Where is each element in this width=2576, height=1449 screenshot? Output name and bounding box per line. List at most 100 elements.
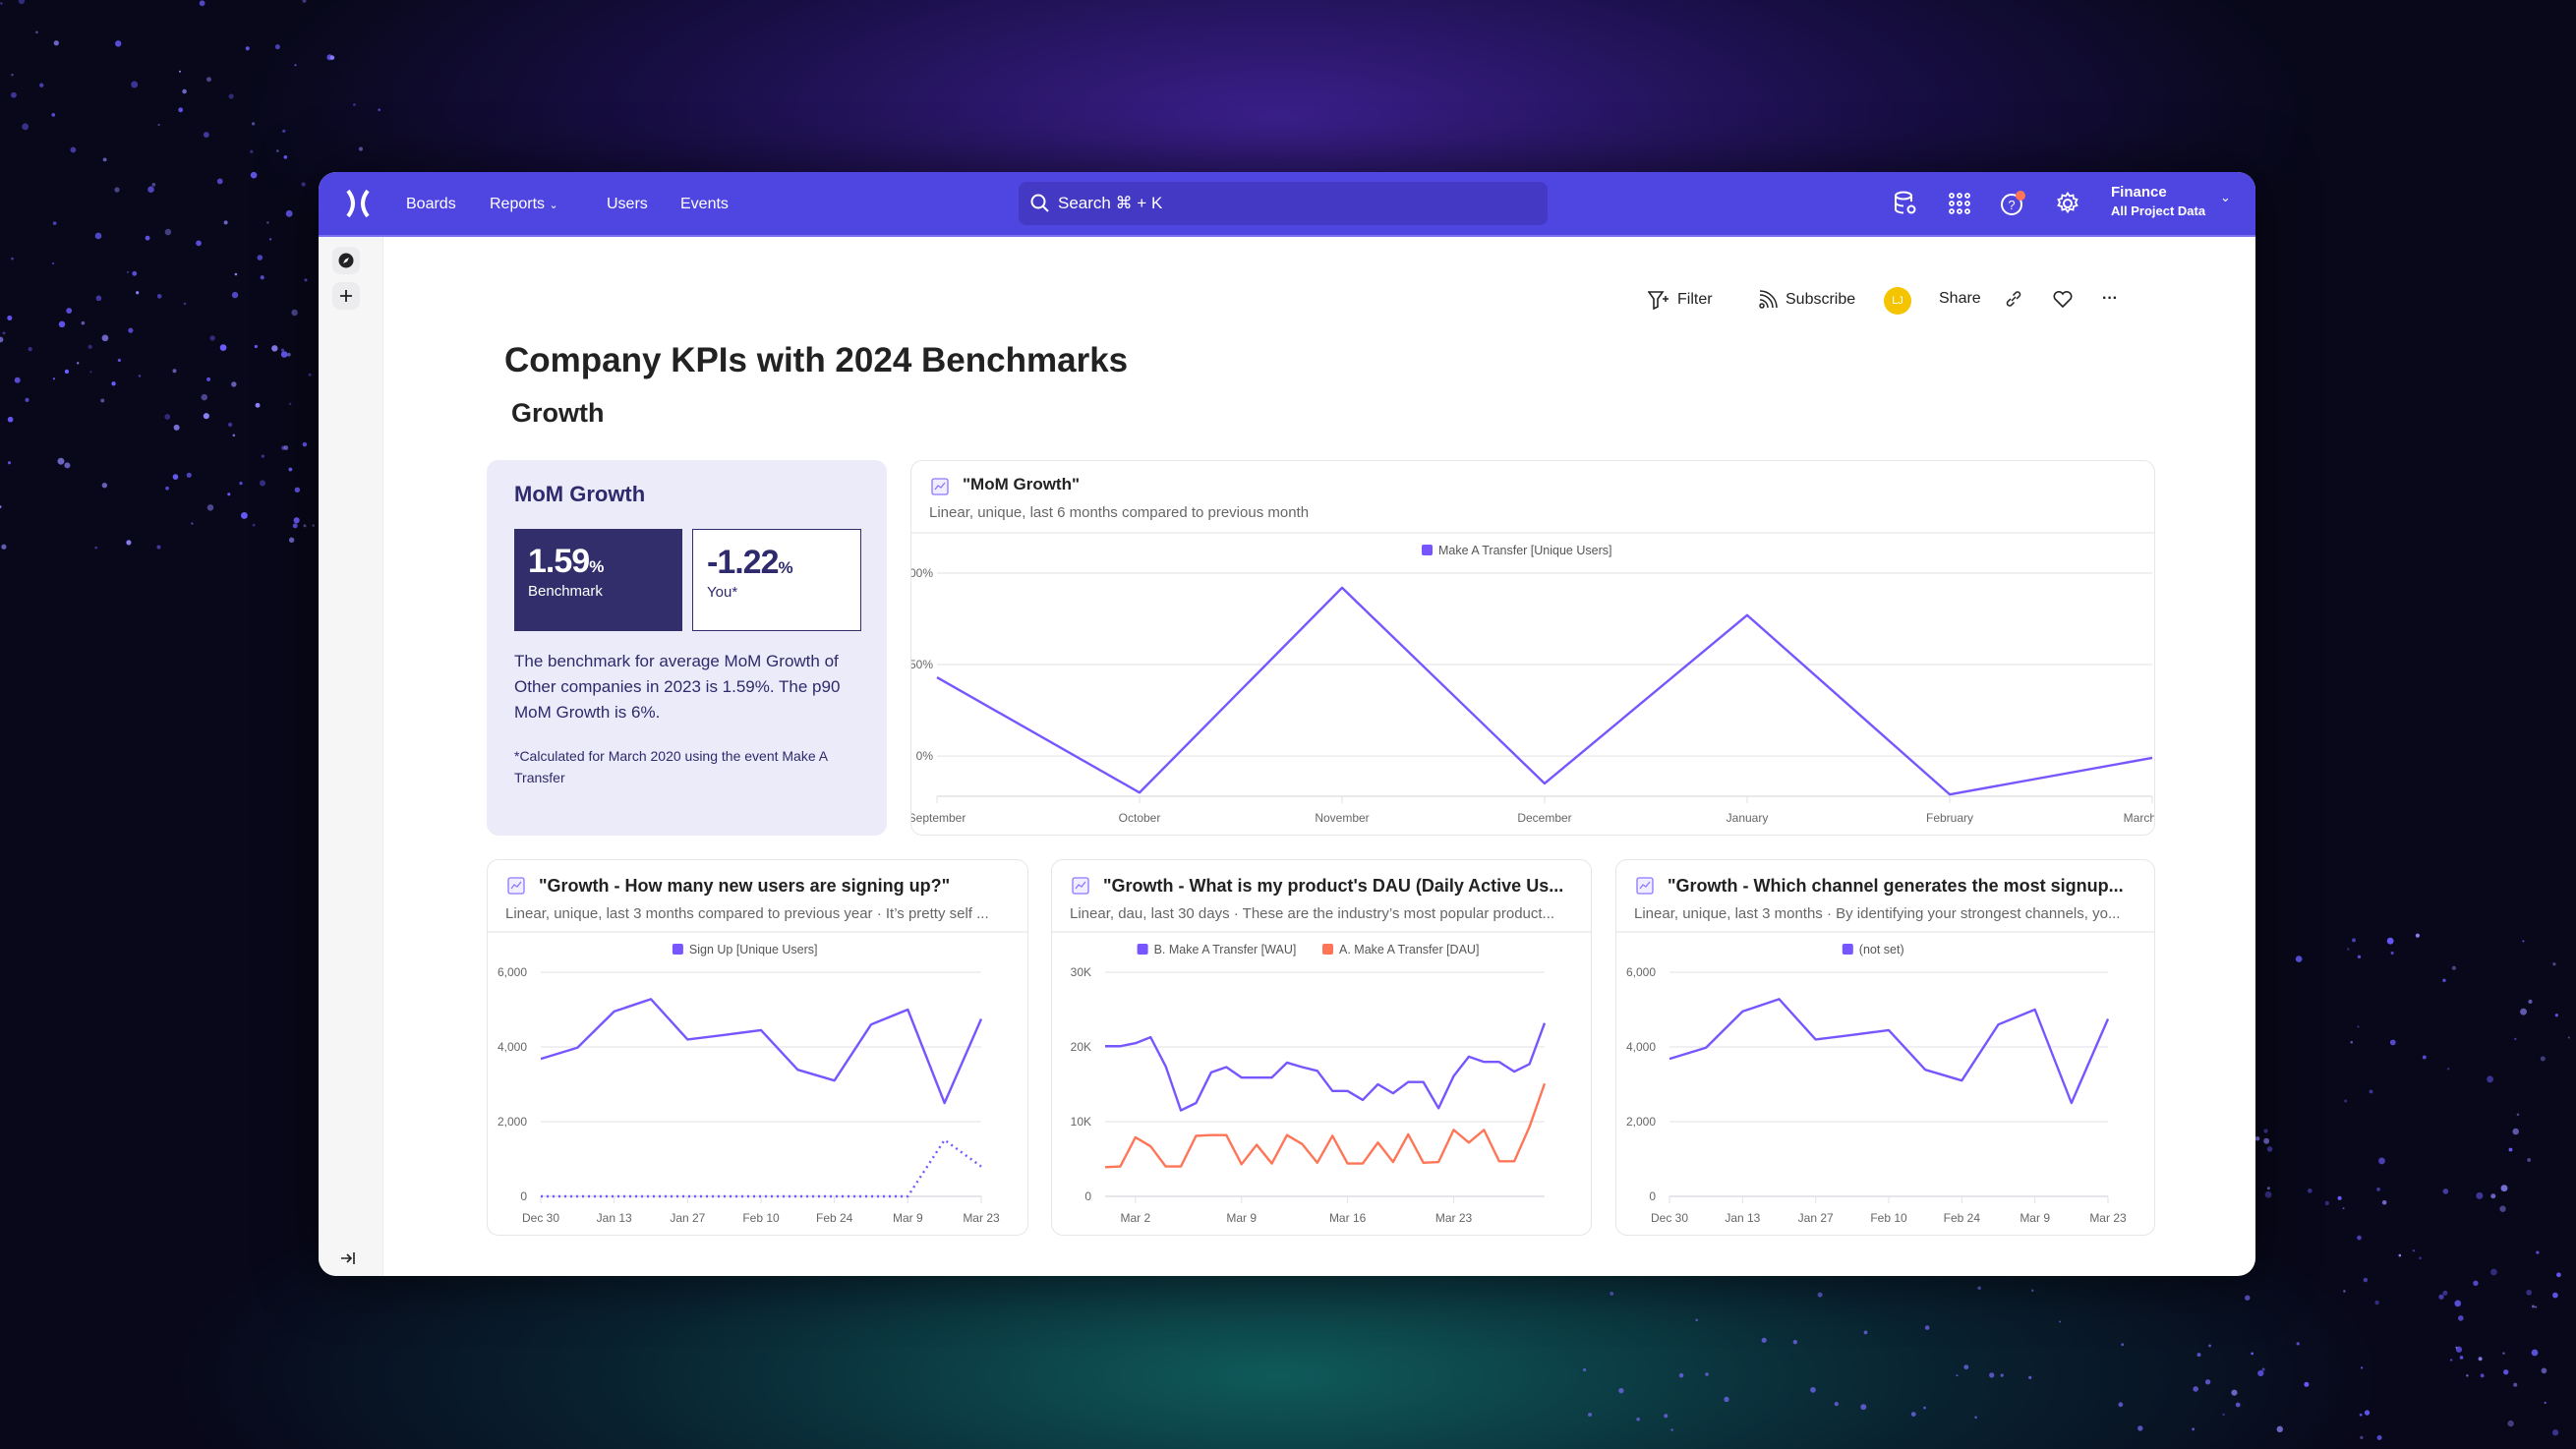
data-point[interactable] <box>1175 1161 1187 1173</box>
data-point[interactable] <box>1774 993 1786 1005</box>
data-point[interactable] <box>931 671 943 683</box>
data-point[interactable] <box>681 1190 693 1202</box>
chart-card-dau[interactable]: "Growth - What is my product's DAU (Dail… <box>1051 859 1592 1236</box>
data-point[interactable] <box>1956 1074 1967 1086</box>
data-point[interactable] <box>1493 1056 1505 1068</box>
data-point[interactable] <box>1130 1037 1142 1049</box>
data-point[interactable] <box>1387 1087 1399 1099</box>
data-point[interactable] <box>609 1190 620 1202</box>
data-point[interactable] <box>2102 1014 2114 1025</box>
data-point[interactable] <box>1539 1017 1551 1029</box>
data-point[interactable] <box>1342 1085 1354 1097</box>
data-point[interactable] <box>1524 1121 1536 1132</box>
plus-icon[interactable] <box>332 282 360 310</box>
data-point[interactable] <box>645 993 657 1005</box>
data-point[interactable] <box>535 1053 547 1065</box>
data-point[interactable] <box>1478 1124 1490 1135</box>
data-point[interactable] <box>1281 1057 1293 1069</box>
series-line[interactable] <box>1669 998 2110 1105</box>
data-point[interactable] <box>1205 1130 1217 1141</box>
data-point[interactable] <box>1160 1161 1172 1173</box>
data-point[interactable] <box>571 1042 583 1054</box>
data-point[interactable] <box>1220 1062 1232 1073</box>
project-selector[interactable]: Finance All Project Data <box>2111 184 2205 218</box>
data-point[interactable] <box>1357 1158 1369 1170</box>
series-line[interactable] <box>541 1138 982 1198</box>
data-point[interactable] <box>1508 1066 1520 1077</box>
data-point[interactable] <box>1144 1140 1156 1152</box>
data-point[interactable] <box>719 1190 731 1202</box>
data-point[interactable] <box>1539 778 1551 789</box>
data-point[interactable] <box>755 1190 767 1202</box>
data-point[interactable] <box>939 1134 951 1146</box>
data-point[interactable] <box>2146 752 2155 764</box>
data-point[interactable] <box>1175 1105 1187 1117</box>
data-point[interactable] <box>1883 1024 1895 1036</box>
data-point[interactable] <box>1160 1061 1172 1072</box>
data-point[interactable] <box>1220 1130 1232 1141</box>
data-point[interactable] <box>1144 1031 1156 1043</box>
data-point[interactable] <box>1099 1161 1111 1173</box>
data-point[interactable] <box>1190 1097 1201 1109</box>
chart-card-mom-growth[interactable]: "MoM Growth" Linear, unique, last 6 mont… <box>910 460 2155 836</box>
data-point[interactable] <box>865 1190 877 1202</box>
data-point[interactable] <box>1342 1158 1354 1170</box>
data-point[interactable] <box>1326 1130 1338 1141</box>
data-point[interactable] <box>1846 1029 1858 1041</box>
apps-grid-icon[interactable] <box>1946 190 1973 217</box>
data-point[interactable] <box>1251 1139 1262 1151</box>
data-point[interactable] <box>1402 1129 1414 1140</box>
data-point[interactable] <box>1251 1072 1262 1083</box>
data-point[interactable] <box>571 1190 583 1202</box>
data-point[interactable] <box>1205 1067 1217 1078</box>
data-point[interactable] <box>1357 1094 1369 1106</box>
data-point[interactable] <box>1810 1033 1822 1045</box>
data-point[interactable] <box>1312 1157 1323 1169</box>
settings-gear-icon[interactable] <box>2054 190 2081 217</box>
data-point[interactable] <box>2066 1097 2078 1109</box>
series-line[interactable] <box>936 586 2153 796</box>
data-point[interactable] <box>1478 1056 1490 1068</box>
data-point[interactable] <box>902 1004 913 1015</box>
chevron-down-icon[interactable]: ⌄ <box>2220 190 2231 204</box>
data-point[interactable] <box>1463 1051 1475 1063</box>
data-point[interactable] <box>681 1033 693 1045</box>
data-point[interactable] <box>1539 1077 1551 1089</box>
data-point[interactable] <box>1281 1130 1293 1141</box>
heart-icon[interactable] <box>2053 290 2073 308</box>
data-point[interactable] <box>1919 1064 1931 1075</box>
data-point[interactable] <box>1372 1136 1383 1148</box>
data-point[interactable] <box>1114 1040 1126 1052</box>
data-point[interactable] <box>1993 1018 2005 1030</box>
data-point[interactable] <box>829 1190 841 1202</box>
data-point[interactable] <box>791 1190 803 1202</box>
data-point[interactable] <box>865 1018 877 1030</box>
chart-card-signups[interactable]: "Growth - How many new users are signing… <box>487 859 1028 1236</box>
data-point[interactable] <box>1433 1102 1444 1114</box>
data-point[interactable] <box>1236 1158 1248 1170</box>
data-point[interactable] <box>2029 1004 2041 1015</box>
data-point[interactable] <box>1493 1155 1505 1167</box>
compass-icon[interactable] <box>332 247 360 274</box>
data-point[interactable] <box>1190 1130 1201 1141</box>
data-point[interactable] <box>1700 1042 1712 1054</box>
data-point[interactable] <box>1736 1006 1748 1017</box>
subscribe-button[interactable]: Subscribe <box>1758 290 1855 310</box>
series-line[interactable] <box>1104 1082 1547 1169</box>
nav-boards[interactable]: Boards <box>406 196 456 212</box>
data-point[interactable] <box>1266 1072 1278 1083</box>
data-point[interactable] <box>1448 1124 1460 1135</box>
data-point[interactable] <box>1944 788 1956 800</box>
data-point[interactable] <box>975 1161 987 1173</box>
series-line[interactable] <box>540 998 983 1105</box>
data-point[interactable] <box>1296 1138 1308 1150</box>
data-point[interactable] <box>1508 1155 1520 1167</box>
data-point[interactable] <box>1266 1158 1278 1170</box>
data-point[interactable] <box>645 1190 657 1202</box>
series-line[interactable] <box>1105 1022 1547 1112</box>
link-icon[interactable] <box>2005 290 2022 308</box>
data-point[interactable] <box>1099 1040 1111 1052</box>
data-point[interactable] <box>1114 1161 1126 1173</box>
data-point[interactable] <box>902 1190 913 1202</box>
filter-button[interactable]: Filter <box>1648 290 1713 310</box>
